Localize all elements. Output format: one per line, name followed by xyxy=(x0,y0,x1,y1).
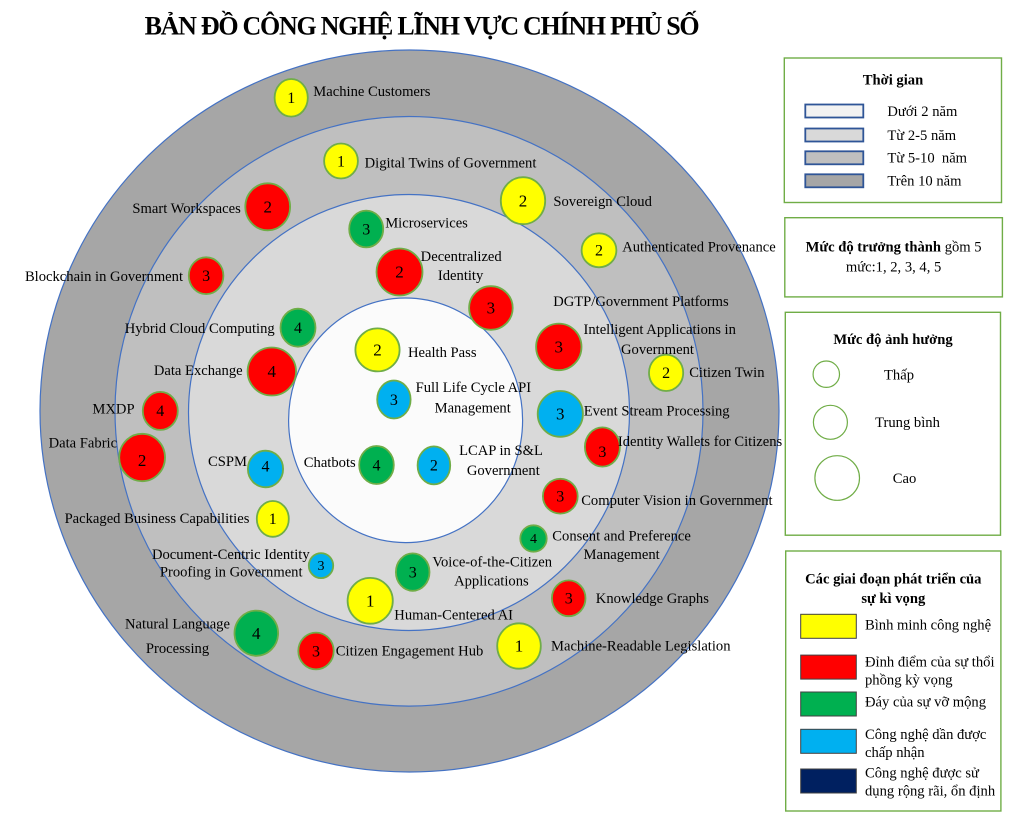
svg-text:3: 3 xyxy=(318,559,325,574)
svg-text:Data Fabric: Data Fabric xyxy=(49,436,118,452)
svg-text:Trung bình: Trung bình xyxy=(875,415,940,431)
svg-text:Authenticated Provenance: Authenticated Provenance xyxy=(622,240,776,256)
svg-text:Government: Government xyxy=(621,342,694,358)
svg-text:2: 2 xyxy=(662,365,670,382)
svg-text:2: 2 xyxy=(395,263,404,282)
svg-text:1: 1 xyxy=(287,90,295,107)
svg-text:3: 3 xyxy=(409,564,417,581)
svg-text:phồng kỳ vọng: phồng kỳ vọng xyxy=(865,672,953,688)
svg-text:Machine-Readable Legislation: Machine-Readable Legislation xyxy=(551,639,731,655)
svg-text:Intelligent Applications in: Intelligent Applications in xyxy=(583,322,736,338)
svg-text:1: 1 xyxy=(515,637,524,656)
svg-text:4: 4 xyxy=(156,403,164,420)
svg-text:Machine Customers: Machine Customers xyxy=(313,84,430,100)
svg-text:mức:1, 2, 3, 4, 5: mức:1, 2, 3, 4, 5 xyxy=(846,260,941,276)
svg-text:3: 3 xyxy=(565,591,573,608)
svg-text:4: 4 xyxy=(268,362,277,381)
svg-text:Identity Wallets for Citizens: Identity Wallets for Citizens xyxy=(618,434,783,450)
svg-text:Smart Workspaces: Smart Workspaces xyxy=(132,201,241,217)
svg-text:Từ 5-10 năm: Từ 5-10 năm xyxy=(887,151,967,167)
svg-text:Mức độ trưởng thành gồm 5: Mức độ trưởng thành gồm 5 xyxy=(806,240,982,256)
svg-text:dụng rộng rãi, ổn định: dụng rộng rãi, ổn định xyxy=(865,784,996,800)
svg-text:1: 1 xyxy=(269,511,277,528)
svg-text:Bình minh công nghệ: Bình minh công nghệ xyxy=(865,618,991,634)
svg-text:Applications: Applications xyxy=(454,573,529,589)
svg-text:Natural Language: Natural Language xyxy=(125,617,230,633)
svg-text:Consent and Preference: Consent and Preference xyxy=(552,528,691,544)
svg-text:Đỉnh điểm của sự thổi: Đỉnh điểm của sự thổi xyxy=(865,654,995,670)
svg-text:4: 4 xyxy=(373,457,381,474)
svg-text:Human-Centered AI: Human-Centered AI xyxy=(394,608,513,624)
svg-text:Data Exchange: Data Exchange xyxy=(154,363,243,379)
svg-text:1: 1 xyxy=(366,591,375,610)
svg-text:DGTP/Government Platforms: DGTP/Government Platforms xyxy=(553,294,729,310)
svg-text:Trên 10 năm: Trên 10 năm xyxy=(887,174,962,190)
svg-text:CSPM: CSPM xyxy=(208,454,247,470)
svg-text:Hybrid Cloud Computing: Hybrid Cloud Computing xyxy=(125,321,276,337)
svg-text:Thấp: Thấp xyxy=(884,367,914,383)
svg-text:4: 4 xyxy=(262,459,270,476)
svg-text:sự kì vọng: sự kì vọng xyxy=(861,591,926,607)
svg-text:Management: Management xyxy=(584,547,660,563)
svg-text:Packaged Business Capabilities: Packaged Business Capabilities xyxy=(65,511,250,527)
svg-text:Dưới 2 năm: Dưới 2 năm xyxy=(887,104,958,120)
svg-text:2: 2 xyxy=(595,243,603,260)
svg-text:3: 3 xyxy=(202,268,210,285)
svg-text:Công nghệ dần được: Công nghệ dần được xyxy=(865,727,987,743)
svg-text:Citizen Twin: Citizen Twin xyxy=(689,365,765,381)
svg-text:Công nghệ được sử: Công nghệ được sử xyxy=(865,766,980,782)
svg-text:2: 2 xyxy=(430,458,438,475)
svg-text:Knowledge Graphs: Knowledge Graphs xyxy=(596,591,709,607)
svg-text:3: 3 xyxy=(556,405,565,424)
svg-text:chấp nhận: chấp nhận xyxy=(865,745,925,761)
svg-text:3: 3 xyxy=(555,338,564,357)
svg-text:3: 3 xyxy=(390,392,398,409)
svg-text:BẢN ĐỒ CÔNG NGHỆ LĨNH VỰC CHÍN: BẢN ĐỒ CÔNG NGHỆ LĨNH VỰC CHÍNH PHỦ SỐ xyxy=(145,11,699,40)
svg-text:Mức độ ảnh hưởng: Mức độ ảnh hưởng xyxy=(833,332,953,348)
svg-text:4: 4 xyxy=(252,624,261,643)
svg-text:Đáy của sự vỡ mộng: Đáy của sự vỡ mộng xyxy=(865,695,987,711)
svg-text:Thời gian: Thời gian xyxy=(863,73,923,89)
svg-text:Processing: Processing xyxy=(146,641,210,657)
svg-text:Full Life Cycle API: Full Life Cycle API xyxy=(416,380,532,396)
svg-text:Proofing in Government: Proofing in Government xyxy=(160,565,303,581)
svg-text:4: 4 xyxy=(530,532,537,547)
svg-text:1: 1 xyxy=(337,153,345,170)
svg-text:3: 3 xyxy=(312,643,320,660)
svg-text:LCAP in S&L: LCAP in S&L xyxy=(459,443,543,459)
svg-text:2: 2 xyxy=(373,341,382,360)
svg-text:4: 4 xyxy=(294,320,302,337)
svg-text:Decentralized: Decentralized xyxy=(421,249,503,265)
svg-text:Citizen Engagement Hub: Citizen Engagement Hub xyxy=(336,643,484,659)
svg-text:3: 3 xyxy=(556,489,564,506)
svg-text:Cao: Cao xyxy=(893,471,917,487)
svg-text:2: 2 xyxy=(519,191,528,210)
svg-text:Health Pass: Health Pass xyxy=(408,345,477,361)
svg-text:Event Stream Processing: Event Stream Processing xyxy=(584,404,731,420)
svg-text:Voice-of-the-Citizen: Voice-of-the-Citizen xyxy=(432,555,552,571)
svg-text:Document-Centric Identity: Document-Centric Identity xyxy=(152,547,310,563)
svg-text:MXDP: MXDP xyxy=(92,401,134,417)
svg-text:2: 2 xyxy=(263,197,272,216)
svg-text:Government: Government xyxy=(467,463,540,479)
svg-text:Blockchain in Government: Blockchain in Government xyxy=(25,269,183,285)
svg-text:Digital Twins of Government: Digital Twins of Government xyxy=(365,156,537,172)
svg-text:3: 3 xyxy=(362,221,370,238)
svg-text:3: 3 xyxy=(598,444,606,461)
svg-text:Identity: Identity xyxy=(438,268,484,284)
svg-text:Management: Management xyxy=(435,401,511,417)
svg-text:Computer Vision in Government: Computer Vision in Government xyxy=(581,493,772,509)
svg-text:Chatbots: Chatbots xyxy=(304,455,356,471)
svg-text:Các giai đoạn phát triển của: Các giai đoạn phát triển của xyxy=(805,571,982,587)
svg-text:3: 3 xyxy=(487,299,496,318)
svg-text:Microservices: Microservices xyxy=(385,216,468,232)
svg-text:Từ 2-5 năm: Từ 2-5 năm xyxy=(887,128,956,144)
svg-text:2: 2 xyxy=(138,451,147,470)
svg-text:Sovereign Cloud: Sovereign Cloud xyxy=(553,194,652,210)
